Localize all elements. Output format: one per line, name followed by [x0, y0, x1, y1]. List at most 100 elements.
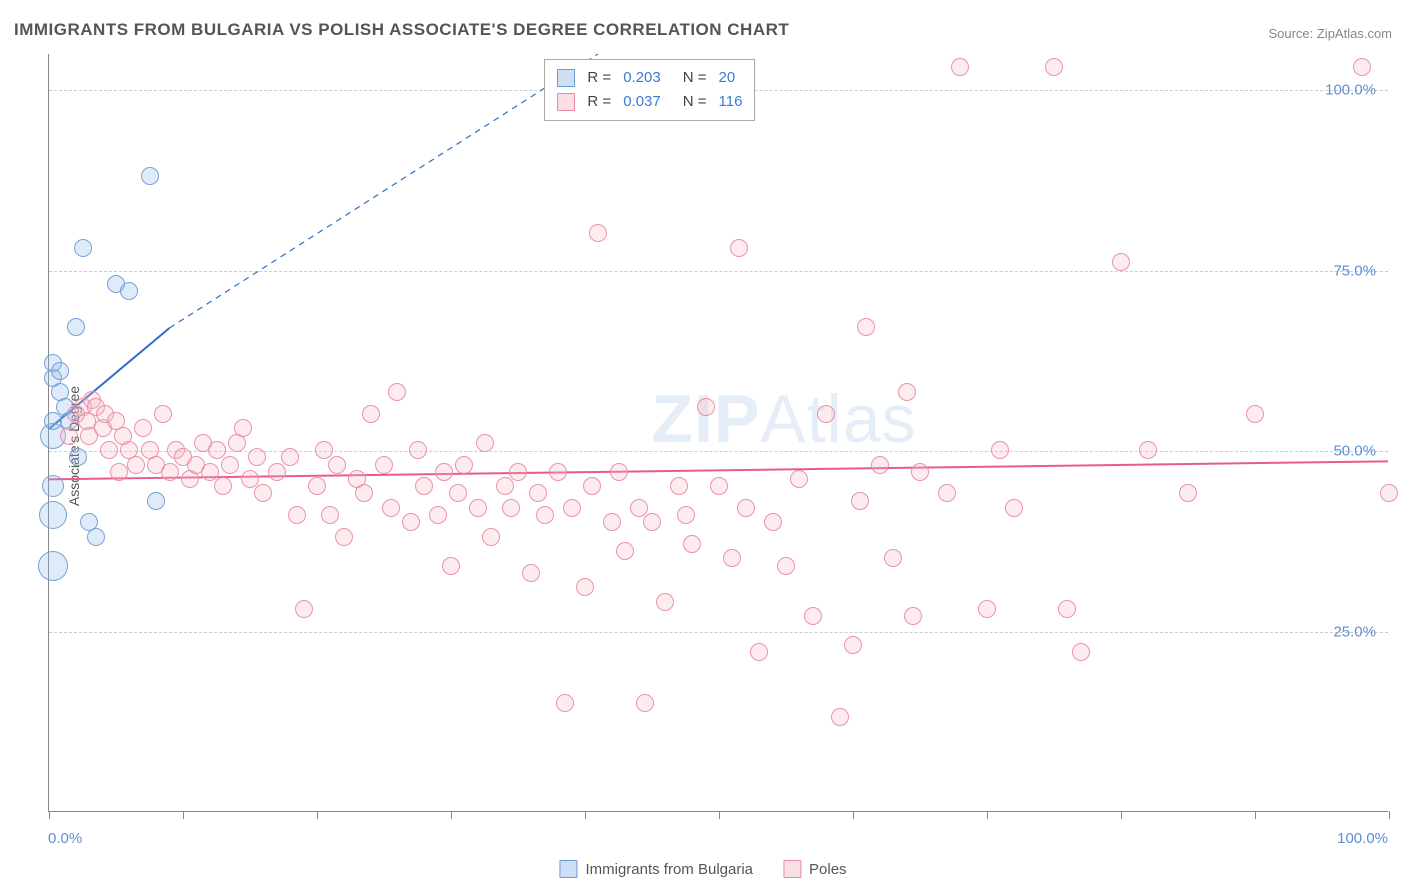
data-point-poles — [844, 636, 862, 654]
data-point-poles — [556, 694, 574, 712]
data-point-poles — [449, 484, 467, 502]
data-point-bulgaria — [147, 492, 165, 510]
data-point-poles — [134, 419, 152, 437]
data-point-poles — [154, 405, 172, 423]
watermark: ZIPAtlas — [652, 380, 917, 458]
data-point-poles — [409, 441, 427, 459]
legend-item-poles: Poles — [783, 860, 847, 878]
data-point-poles — [415, 477, 433, 495]
data-point-poles — [884, 549, 902, 567]
x-tick — [1255, 811, 1256, 819]
data-point-poles — [563, 499, 581, 517]
data-point-bulgaria — [38, 551, 68, 581]
data-point-poles — [904, 607, 922, 625]
data-point-poles — [951, 58, 969, 76]
stat-n-label: N = — [683, 66, 707, 90]
data-point-poles — [315, 441, 333, 459]
data-point-bulgaria — [74, 239, 92, 257]
data-point-poles — [529, 484, 547, 502]
data-point-poles — [851, 492, 869, 510]
data-point-poles — [549, 463, 567, 481]
x-tick — [183, 811, 184, 819]
data-point-poles — [295, 600, 313, 618]
data-point-poles — [355, 484, 373, 502]
data-point-poles — [790, 470, 808, 488]
data-point-poles — [208, 441, 226, 459]
data-point-poles — [589, 224, 607, 242]
data-point-bulgaria — [87, 528, 105, 546]
data-point-poles — [583, 477, 601, 495]
data-point-poles — [576, 578, 594, 596]
data-point-poles — [1112, 253, 1130, 271]
x-tick — [853, 811, 854, 819]
data-point-poles — [1072, 643, 1090, 661]
legend-swatch-bulgaria — [559, 860, 577, 878]
stat-r-value: 0.203 — [623, 66, 661, 90]
data-point-poles — [764, 513, 782, 531]
data-point-poles — [911, 463, 929, 481]
legend-item-bulgaria: Immigrants from Bulgaria — [559, 860, 753, 878]
data-point-poles — [670, 477, 688, 495]
stats-row-bulgaria: R = 0.203 N = 20 — [557, 66, 742, 90]
stat-r-label: R = — [587, 66, 611, 90]
data-point-poles — [710, 477, 728, 495]
data-point-poles — [730, 239, 748, 257]
stat-n-value: 116 — [719, 90, 743, 114]
data-point-poles — [683, 535, 701, 553]
x-tick — [987, 811, 988, 819]
data-point-bulgaria — [120, 282, 138, 300]
data-point-poles — [603, 513, 621, 531]
data-point-poles — [201, 463, 219, 481]
data-point-poles — [234, 419, 252, 437]
data-point-poles — [898, 383, 916, 401]
data-point-poles — [677, 506, 695, 524]
data-point-poles — [656, 593, 674, 611]
data-point-poles — [1139, 441, 1157, 459]
legend-swatch-poles — [783, 860, 801, 878]
data-point-bulgaria — [141, 167, 159, 185]
data-point-poles — [616, 542, 634, 560]
data-point-poles — [402, 513, 420, 531]
data-point-bulgaria — [39, 501, 67, 529]
data-point-poles — [388, 383, 406, 401]
swatch-poles — [557, 93, 575, 111]
data-point-poles — [161, 463, 179, 481]
data-point-poles — [241, 470, 259, 488]
data-point-poles — [382, 499, 400, 517]
data-point-poles — [857, 318, 875, 336]
data-point-poles — [442, 557, 460, 575]
data-point-poles — [536, 506, 554, 524]
data-point-poles — [214, 477, 232, 495]
source-label: Source: ZipAtlas.com — [1268, 26, 1392, 41]
data-point-poles — [1058, 600, 1076, 618]
stat-n-value: 20 — [719, 66, 736, 90]
legend-label: Poles — [809, 861, 847, 878]
data-point-poles — [254, 484, 272, 502]
gridline — [49, 632, 1388, 633]
data-point-poles — [643, 513, 661, 531]
data-point-poles — [60, 427, 78, 445]
data-point-poles — [522, 564, 540, 582]
y-tick-label: 75.0% — [1333, 262, 1376, 279]
x-tick — [317, 811, 318, 819]
data-point-poles — [335, 528, 353, 546]
x-tick — [451, 811, 452, 819]
stats-box: R = 0.203 N = 20R = 0.037 N = 116 — [544, 59, 755, 121]
trend-line-dashed-bulgaria — [170, 54, 598, 328]
data-point-bulgaria — [67, 318, 85, 336]
data-point-poles — [1179, 484, 1197, 502]
data-point-bulgaria — [42, 475, 64, 497]
data-point-poles — [455, 456, 473, 474]
data-point-poles — [435, 463, 453, 481]
stat-r-value: 0.037 — [623, 90, 661, 114]
chart-title: IMMIGRANTS FROM BULGARIA VS POLISH ASSOC… — [14, 20, 789, 40]
data-point-poles — [509, 463, 527, 481]
data-point-poles — [610, 463, 628, 481]
stat-r-label: R = — [587, 90, 611, 114]
data-point-poles — [288, 506, 306, 524]
x-tick — [1389, 811, 1390, 819]
data-point-poles — [804, 607, 822, 625]
data-point-poles — [1246, 405, 1264, 423]
x-tick — [719, 811, 720, 819]
data-point-poles — [777, 557, 795, 575]
